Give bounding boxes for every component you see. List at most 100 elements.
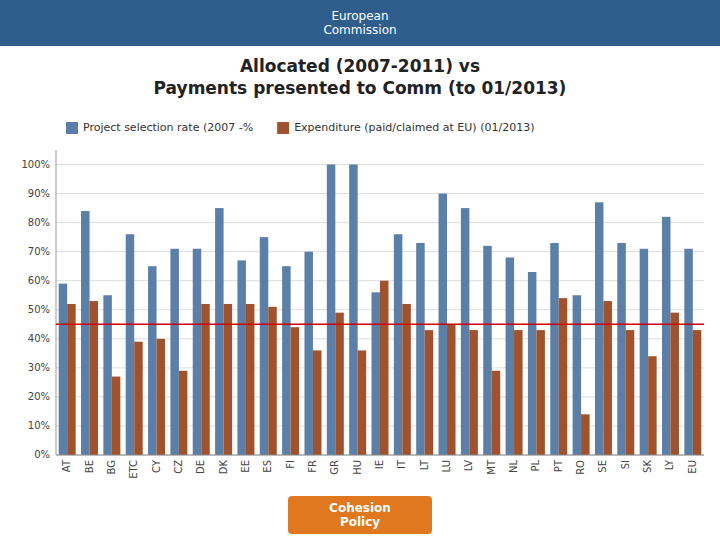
- x-tick-label: FR: [307, 460, 318, 473]
- x-tick-label: IE: [374, 460, 385, 469]
- x-tick-label: GR: [329, 460, 340, 475]
- legend-swatch: [66, 122, 78, 134]
- x-tick-label: PT: [553, 459, 564, 472]
- bar: [358, 350, 366, 455]
- bar: [268, 307, 276, 455]
- bar: [148, 266, 156, 455]
- bar: [506, 257, 514, 455]
- x-axis-line: [56, 455, 704, 456]
- x-tick-label: LU: [441, 460, 452, 472]
- x-tick-label: ES: [262, 460, 273, 473]
- y-tick-label: 100%: [21, 159, 50, 170]
- bar: [134, 342, 142, 455]
- bar: [394, 234, 402, 455]
- x-tick-label: ETC: [128, 460, 139, 479]
- x-tick-label: MT: [486, 459, 497, 475]
- title-line: Payments presented to Comm (to 01/2013): [154, 78, 567, 98]
- y-tick-label: 90%: [28, 188, 50, 199]
- x-tick-label: RO: [575, 460, 586, 475]
- bar: [559, 298, 567, 455]
- x-tick-label: BG: [106, 460, 117, 474]
- header-text-line: Commission: [323, 23, 396, 37]
- title: Allocated (2007-2011) vsPayments present…: [154, 56, 567, 98]
- bar: [469, 330, 477, 455]
- bar: [170, 249, 178, 455]
- y-tick-label: 30%: [28, 362, 50, 373]
- bar: [640, 249, 648, 455]
- x-tick-label: EU: [687, 460, 698, 474]
- x-tick-label: NL: [508, 460, 519, 473]
- bar: [59, 284, 67, 455]
- bar: [282, 266, 290, 455]
- bar: [528, 272, 536, 455]
- y-axis-line: [56, 150, 57, 455]
- bar: [67, 304, 75, 455]
- y-axis: 0%10%20%30%40%50%60%70%80%90%100%: [21, 150, 704, 460]
- bar: [662, 217, 670, 455]
- bar: [349, 165, 357, 455]
- bar: [260, 237, 268, 455]
- x-tick-label: AT: [61, 459, 72, 472]
- y-tick-label: 0%: [34, 449, 50, 460]
- bar: [201, 304, 209, 455]
- x-tick-label: LT: [419, 459, 430, 470]
- x-tick-label: EE: [240, 460, 251, 473]
- bar: [224, 304, 232, 455]
- bar: [693, 330, 701, 455]
- x-tick-label: LV: [463, 460, 474, 471]
- bar: [304, 252, 312, 455]
- y-tick-label: 80%: [28, 217, 50, 228]
- grid-line: [56, 455, 704, 456]
- bar: [648, 356, 656, 455]
- bar: [550, 243, 558, 455]
- legend-swatch: [277, 122, 289, 134]
- footer-text-line: Policy: [340, 515, 380, 529]
- bar: [514, 330, 522, 455]
- bar: [617, 243, 625, 455]
- x-tick-label: SI: [620, 460, 631, 469]
- bar: [112, 377, 120, 455]
- x-tick-label: HU: [352, 460, 363, 475]
- bar: [492, 371, 500, 455]
- x-tick-label: SK: [642, 460, 653, 473]
- bar: [626, 330, 634, 455]
- legend: Project selection rate (2007 -%Expenditu…: [66, 121, 534, 134]
- bar: [536, 330, 544, 455]
- x-tick-label: SE: [597, 460, 608, 473]
- bar: [402, 304, 410, 455]
- bar: [447, 324, 455, 455]
- bar: [291, 327, 299, 455]
- grid-line: [56, 193, 704, 194]
- grid-line: [56, 251, 704, 252]
- header-text-line: European: [331, 9, 388, 23]
- bar: [313, 350, 321, 455]
- header-text: EuropeanCommission: [323, 9, 396, 37]
- bar: [327, 165, 335, 455]
- y-tick-label: 40%: [28, 333, 50, 344]
- grid-line: [56, 222, 704, 223]
- footer-button: [288, 496, 432, 534]
- bar: [416, 243, 424, 455]
- title-line: Allocated (2007-2011) vs: [240, 56, 480, 76]
- bar: [193, 249, 201, 455]
- x-tick-label: DK: [218, 460, 229, 475]
- bar: [684, 249, 692, 455]
- x-tick-label: PL: [530, 460, 541, 472]
- x-tick-label: CZ: [173, 460, 184, 474]
- bar: [157, 339, 165, 455]
- y-tick-label: 50%: [28, 304, 50, 315]
- legend-label: Expenditure (paid/claimed at EU) (01/201…: [294, 121, 534, 134]
- x-tick-label: BE: [84, 460, 95, 473]
- bar: [237, 260, 245, 455]
- bar: [461, 208, 469, 455]
- bar: [573, 295, 581, 455]
- bars: [56, 165, 704, 455]
- bar: [81, 211, 89, 455]
- y-tick-label: 70%: [28, 246, 50, 257]
- bar: [483, 246, 491, 455]
- x-axis: ATBEBGETCCYCZDEDKEEESFIFRGRHUIEITLTLULVM…: [56, 455, 704, 479]
- chart: EuropeanCommission Allocated (2007-2011) …: [0, 0, 720, 540]
- bar: [380, 281, 388, 455]
- bar: [179, 371, 187, 455]
- y-tick-label: 20%: [28, 391, 50, 402]
